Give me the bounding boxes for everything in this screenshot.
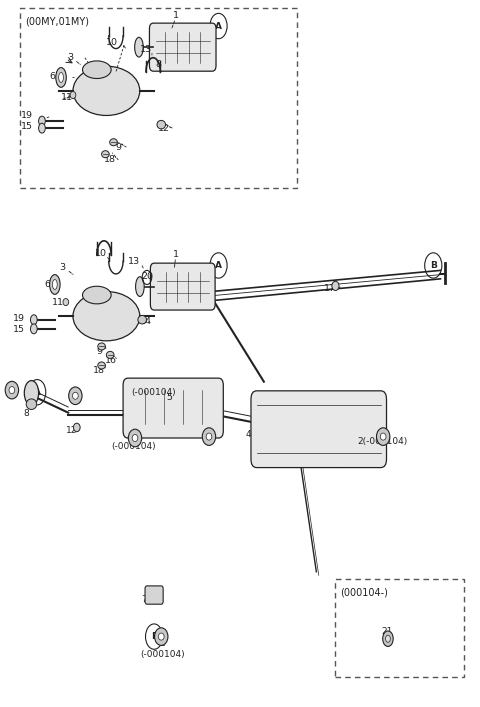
Ellipse shape bbox=[31, 315, 37, 325]
Ellipse shape bbox=[59, 73, 63, 83]
Text: 1: 1 bbox=[173, 11, 179, 20]
Text: 4: 4 bbox=[246, 430, 252, 439]
Circle shape bbox=[210, 13, 227, 39]
Text: 5: 5 bbox=[167, 393, 172, 402]
FancyBboxPatch shape bbox=[123, 378, 223, 438]
Ellipse shape bbox=[83, 61, 111, 78]
Text: 11: 11 bbox=[52, 298, 64, 308]
Ellipse shape bbox=[73, 423, 80, 432]
Ellipse shape bbox=[135, 37, 143, 57]
Ellipse shape bbox=[206, 433, 212, 440]
Text: 16: 16 bbox=[105, 356, 117, 365]
Ellipse shape bbox=[376, 428, 390, 445]
Ellipse shape bbox=[31, 324, 37, 334]
Ellipse shape bbox=[98, 362, 106, 369]
Text: 18: 18 bbox=[104, 156, 116, 164]
Text: A: A bbox=[34, 387, 41, 397]
Text: (-000104): (-000104) bbox=[111, 442, 156, 451]
Text: 3: 3 bbox=[68, 53, 73, 62]
Text: 3: 3 bbox=[60, 263, 66, 272]
Ellipse shape bbox=[135, 276, 144, 296]
Ellipse shape bbox=[380, 433, 386, 440]
Text: 12: 12 bbox=[157, 124, 169, 133]
Ellipse shape bbox=[157, 120, 166, 129]
Text: 7: 7 bbox=[142, 595, 147, 604]
Text: 8: 8 bbox=[24, 409, 29, 418]
Ellipse shape bbox=[63, 298, 69, 305]
Ellipse shape bbox=[110, 139, 117, 146]
Text: 20: 20 bbox=[141, 271, 153, 281]
Ellipse shape bbox=[83, 286, 111, 304]
Ellipse shape bbox=[158, 633, 164, 640]
FancyBboxPatch shape bbox=[251, 391, 386, 467]
Ellipse shape bbox=[202, 428, 216, 445]
Text: 15: 15 bbox=[21, 122, 33, 132]
Text: 8: 8 bbox=[155, 60, 161, 69]
Ellipse shape bbox=[132, 435, 138, 442]
Circle shape bbox=[210, 253, 227, 278]
Circle shape bbox=[425, 253, 442, 278]
Ellipse shape bbox=[73, 291, 140, 341]
Text: 17: 17 bbox=[324, 284, 336, 293]
Text: 11: 11 bbox=[61, 93, 73, 103]
Text: B: B bbox=[151, 632, 157, 641]
Text: 2: 2 bbox=[131, 433, 136, 443]
Text: B: B bbox=[430, 261, 437, 270]
Text: 2: 2 bbox=[159, 639, 165, 648]
Text: 6: 6 bbox=[45, 280, 51, 289]
Ellipse shape bbox=[38, 116, 45, 126]
Ellipse shape bbox=[383, 631, 393, 646]
Text: (-000104): (-000104) bbox=[131, 387, 176, 397]
Ellipse shape bbox=[56, 68, 66, 87]
Ellipse shape bbox=[138, 315, 146, 324]
Text: 10: 10 bbox=[106, 37, 118, 47]
Text: 10: 10 bbox=[95, 249, 107, 258]
Text: 19: 19 bbox=[21, 111, 33, 120]
Ellipse shape bbox=[73, 66, 140, 115]
Text: 21: 21 bbox=[381, 627, 393, 636]
Ellipse shape bbox=[24, 380, 38, 405]
Text: (000104-): (000104-) bbox=[340, 588, 388, 597]
Text: 6: 6 bbox=[49, 72, 56, 81]
Text: 14: 14 bbox=[140, 317, 152, 327]
Ellipse shape bbox=[332, 281, 339, 291]
Ellipse shape bbox=[155, 628, 168, 645]
Text: 12: 12 bbox=[66, 426, 77, 436]
Text: A: A bbox=[215, 21, 222, 30]
Ellipse shape bbox=[72, 392, 78, 399]
Text: 9: 9 bbox=[96, 347, 102, 356]
FancyBboxPatch shape bbox=[149, 23, 216, 71]
Text: (00MY,01MY): (00MY,01MY) bbox=[25, 17, 89, 27]
Ellipse shape bbox=[38, 123, 45, 133]
Text: 15: 15 bbox=[13, 325, 25, 334]
Ellipse shape bbox=[52, 279, 57, 289]
Ellipse shape bbox=[385, 635, 390, 642]
Ellipse shape bbox=[102, 151, 109, 158]
Ellipse shape bbox=[69, 387, 82, 404]
FancyBboxPatch shape bbox=[150, 263, 215, 310]
Text: 2: 2 bbox=[9, 384, 14, 393]
Ellipse shape bbox=[26, 399, 36, 409]
Ellipse shape bbox=[107, 351, 114, 358]
Text: 1: 1 bbox=[173, 250, 179, 259]
Circle shape bbox=[29, 380, 46, 405]
Text: 2: 2 bbox=[70, 387, 76, 397]
FancyBboxPatch shape bbox=[145, 586, 163, 604]
Text: 19: 19 bbox=[13, 314, 25, 323]
Ellipse shape bbox=[49, 274, 60, 294]
Text: 18: 18 bbox=[93, 366, 105, 375]
Text: A: A bbox=[215, 261, 222, 270]
Ellipse shape bbox=[70, 91, 76, 98]
Text: 13: 13 bbox=[128, 257, 140, 267]
Ellipse shape bbox=[98, 343, 106, 350]
Text: 9: 9 bbox=[115, 143, 121, 152]
Ellipse shape bbox=[5, 381, 19, 399]
Circle shape bbox=[145, 624, 163, 649]
Text: (-000104): (-000104) bbox=[140, 650, 184, 659]
Text: 2(-000104): 2(-000104) bbox=[357, 437, 408, 446]
Ellipse shape bbox=[128, 429, 142, 447]
Ellipse shape bbox=[9, 387, 15, 394]
Text: 13: 13 bbox=[140, 45, 152, 54]
